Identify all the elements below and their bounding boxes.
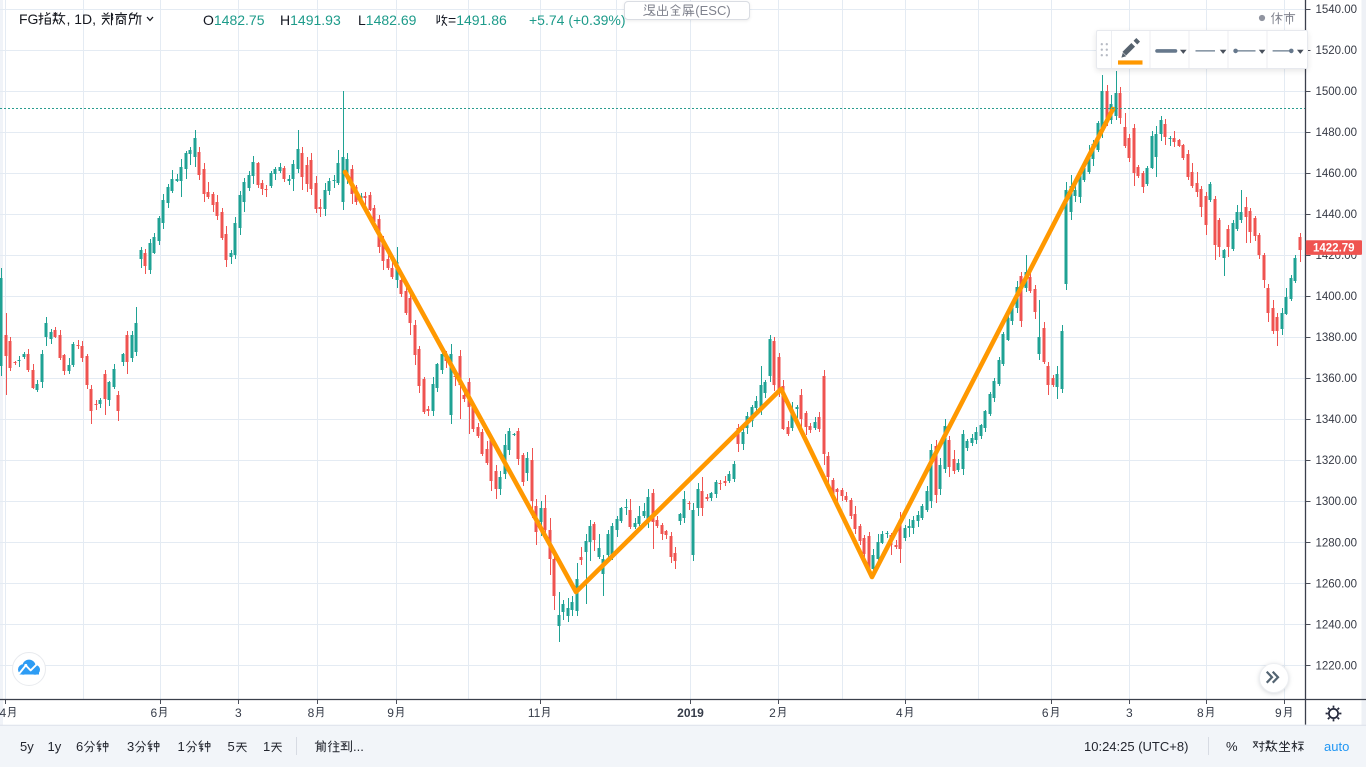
svg-text:1400.00: 1400.00 xyxy=(1316,291,1358,303)
svg-text:1460.00: 1460.00 xyxy=(1316,168,1358,180)
svg-text:1540.00: 1540.00 xyxy=(1316,4,1358,16)
svg-text:1240.00: 1240.00 xyxy=(1316,619,1358,631)
svg-text:1480.00: 1480.00 xyxy=(1316,127,1358,139)
svg-text:1380.00: 1380.00 xyxy=(1316,332,1358,344)
svg-text:1422.79: 1422.79 xyxy=(1313,242,1355,254)
svg-text:1260.00: 1260.00 xyxy=(1316,578,1358,590)
svg-text:1280.00: 1280.00 xyxy=(1316,537,1358,549)
svg-text:1500.00: 1500.00 xyxy=(1316,86,1358,98)
svg-text:1320.00: 1320.00 xyxy=(1316,455,1358,467)
svg-text:1300.00: 1300.00 xyxy=(1316,496,1358,508)
svg-text:1340.00: 1340.00 xyxy=(1316,414,1358,426)
svg-text:1440.00: 1440.00 xyxy=(1316,209,1358,221)
svg-text:1520.00: 1520.00 xyxy=(1316,45,1358,57)
svg-text:1220.00: 1220.00 xyxy=(1316,660,1358,672)
svg-text:1360.00: 1360.00 xyxy=(1316,373,1358,385)
